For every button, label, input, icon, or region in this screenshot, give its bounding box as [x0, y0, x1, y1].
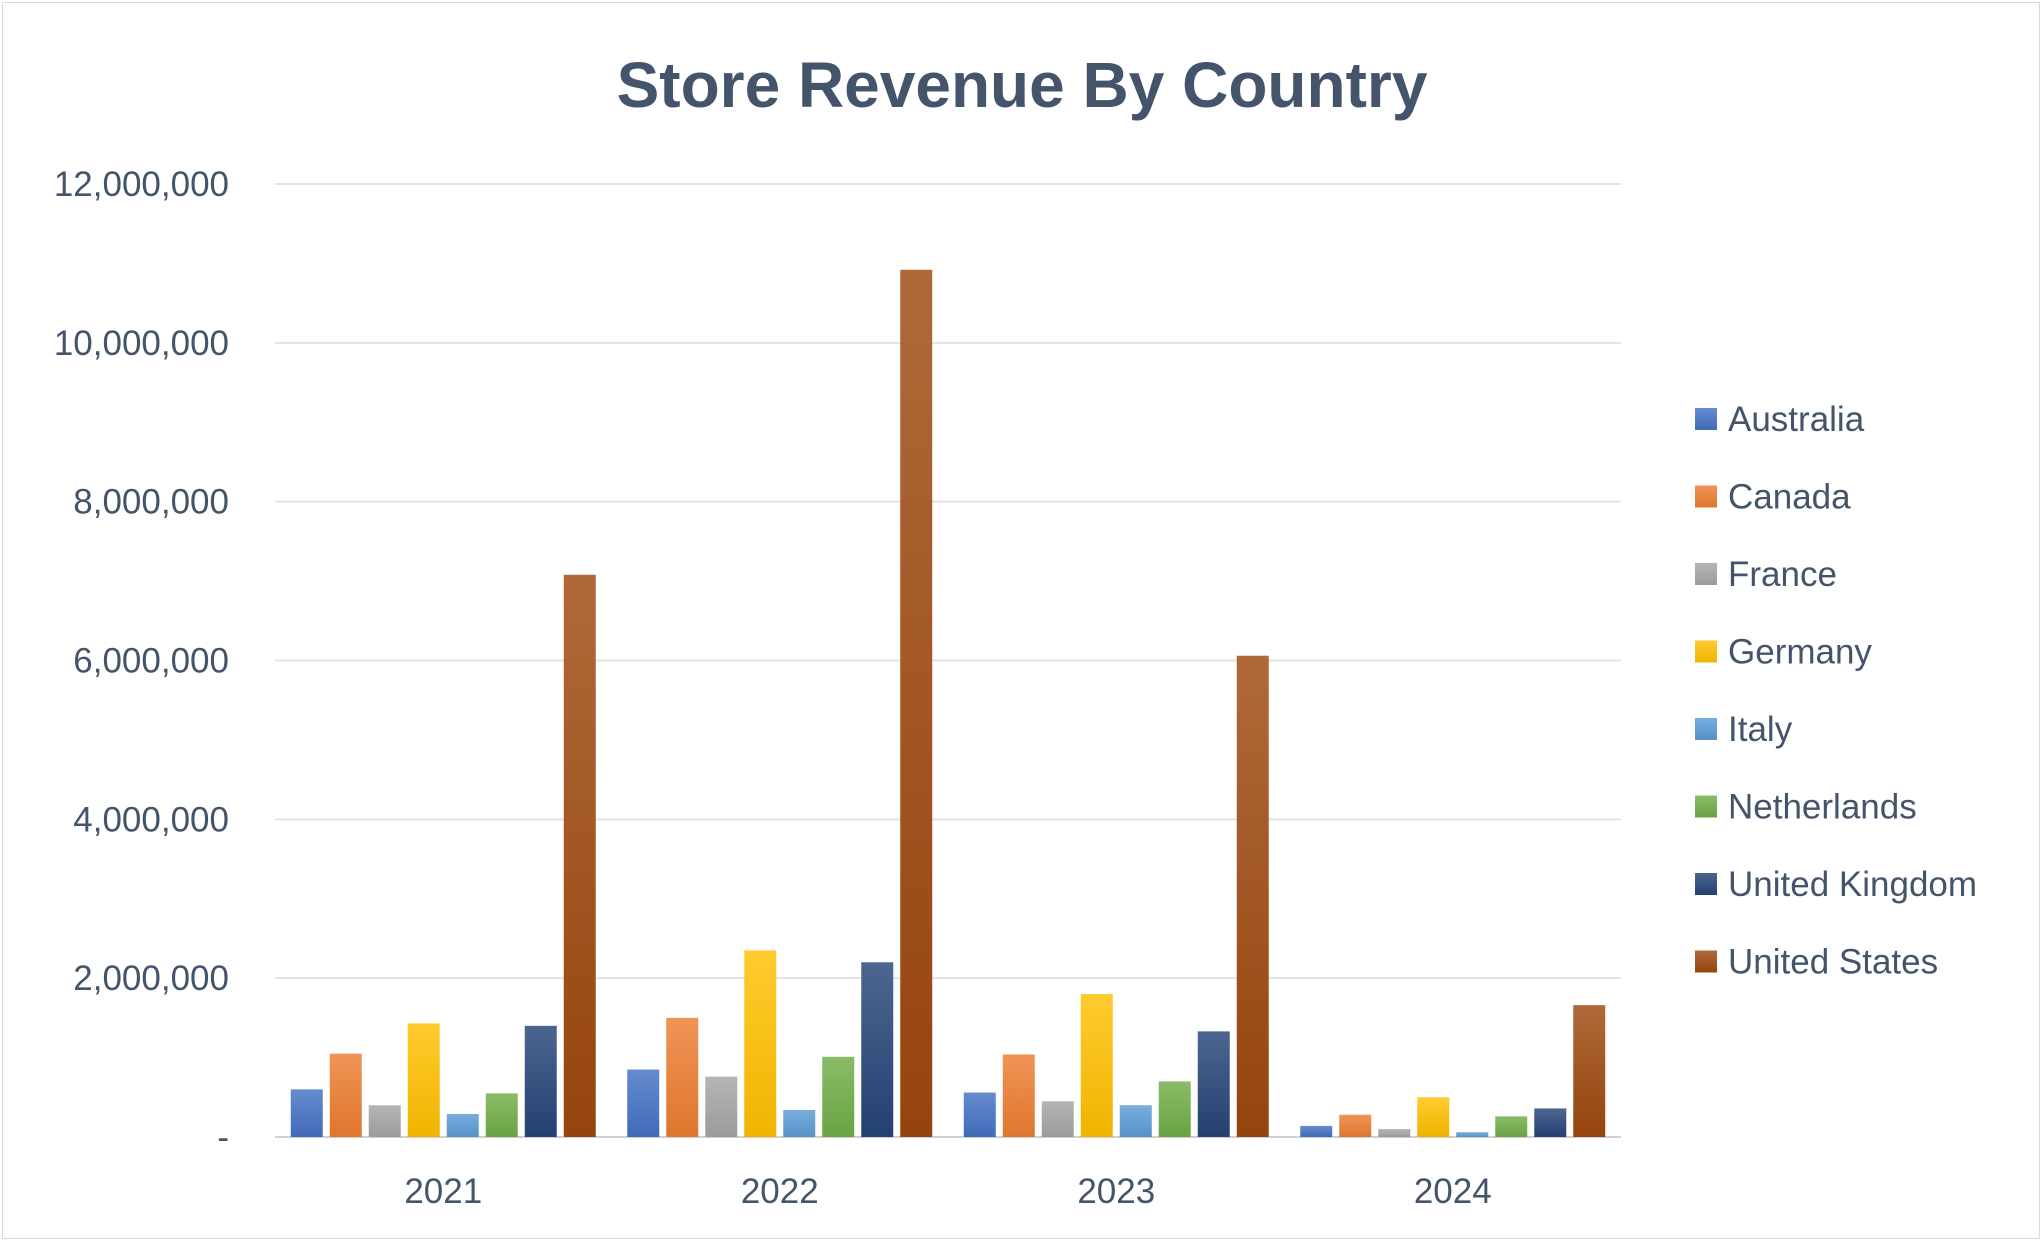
- bar-australia-2022: [627, 1069, 660, 1137]
- bar-australia-2024: [1300, 1125, 1333, 1137]
- legend-label: Canada: [1728, 478, 1851, 517]
- y-tick-label: 10,000,000: [54, 324, 229, 363]
- bar-italy-2024: [1456, 1132, 1489, 1137]
- y-tick-label: 6,000,000: [73, 642, 229, 681]
- bar-germany-2021: [407, 1023, 440, 1137]
- legend-swatch: [1695, 563, 1717, 585]
- bar-united-kingdom-2021: [524, 1025, 557, 1137]
- y-tick-label: 8,000,000: [73, 483, 229, 522]
- bar-italy-2021: [446, 1113, 479, 1137]
- legend-swatch: [1695, 408, 1717, 430]
- bars: [290, 269, 1606, 1137]
- bar-italy-2023: [1119, 1105, 1152, 1137]
- bar-germany-2024: [1417, 1097, 1450, 1137]
- legend-label: United States: [1728, 943, 1938, 982]
- y-tick-label: 2,000,000: [73, 959, 229, 998]
- legend-label: Australia: [1728, 400, 1865, 439]
- chart-title: Store Revenue By Country: [617, 49, 1428, 121]
- x-tick-label: 2024: [1414, 1172, 1492, 1211]
- bar-canada-2023: [1002, 1054, 1035, 1137]
- bar-canada-2021: [329, 1053, 362, 1137]
- legend-label: Italy: [1728, 710, 1793, 749]
- bar-france-2022: [705, 1076, 738, 1137]
- legend-swatch: [1695, 873, 1717, 895]
- bar-united-kingdom-2024: [1534, 1108, 1567, 1137]
- bar-germany-2022: [744, 950, 777, 1137]
- bar-netherlands-2023: [1158, 1081, 1191, 1137]
- x-tick-label: 2022: [741, 1172, 819, 1211]
- gridlines: [275, 183, 1621, 1138]
- bar-united-states-2024: [1573, 1005, 1606, 1137]
- legend-label: France: [1728, 555, 1837, 594]
- x-axis-ticks: 2021 2022 2023 2024: [404, 1172, 1491, 1211]
- bar-united-states-2023: [1236, 655, 1269, 1137]
- legend: Australia Canada France Germany Italy Netherl…: [1695, 400, 1977, 982]
- y-axis-ticks: - 2,000,000 4,000,000 6,000,000 8,000,000 10,…: [54, 165, 229, 1157]
- legend-swatch: [1695, 485, 1717, 508]
- bar-united-states-2022: [900, 269, 933, 1137]
- legend-label: Netherlands: [1728, 788, 1917, 827]
- legend-swatch: [1695, 950, 1717, 973]
- bar-australia-2021: [290, 1089, 323, 1137]
- bar-netherlands-2022: [822, 1056, 855, 1137]
- bar-australia-2023: [963, 1092, 996, 1137]
- bar-france-2024: [1378, 1129, 1411, 1137]
- bar-netherlands-2021: [485, 1093, 518, 1137]
- legend-label: United Kingdom: [1728, 865, 1977, 904]
- bar-united-kingdom-2022: [861, 962, 894, 1137]
- legend-swatch: [1695, 795, 1717, 818]
- bar-united-states-2021: [563, 574, 596, 1137]
- y-tick-label: 4,000,000: [73, 800, 229, 839]
- bar-chart: Store Revenue By Country - 2,000,000 4,000…: [54, 49, 1977, 1211]
- bar-canada-2024: [1339, 1114, 1372, 1137]
- x-tick-label: 2021: [404, 1172, 482, 1211]
- legend-swatch: [1695, 640, 1717, 663]
- bar-france-2021: [368, 1105, 401, 1137]
- bar-germany-2023: [1080, 994, 1113, 1137]
- bar-canada-2022: [666, 1017, 699, 1137]
- x-tick-label: 2023: [1077, 1172, 1155, 1211]
- bar-italy-2022: [783, 1109, 816, 1137]
- legend-swatch: [1695, 718, 1717, 740]
- y-tick-label: -: [217, 1118, 229, 1157]
- y-tick-label: 12,000,000: [54, 165, 229, 204]
- bar-france-2023: [1041, 1101, 1074, 1137]
- bar-netherlands-2024: [1495, 1116, 1528, 1137]
- legend-label: Germany: [1728, 633, 1872, 672]
- bar-united-kingdom-2023: [1197, 1031, 1230, 1137]
